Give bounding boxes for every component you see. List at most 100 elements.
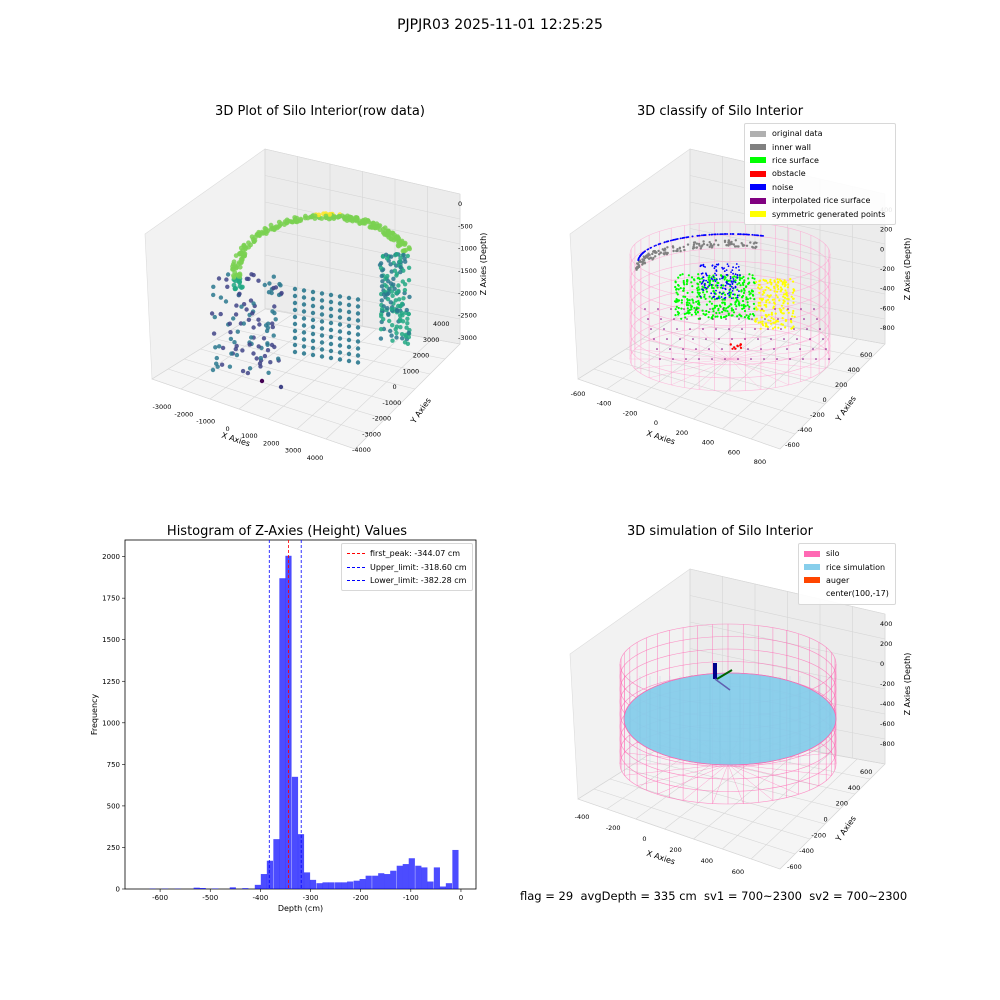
cls-point-wall — [686, 243, 690, 246]
cls-gridline — [779, 343, 886, 450]
cls-point-surface — [724, 276, 727, 279]
cls-point-symmetric — [765, 305, 768, 308]
raw-point — [239, 285, 244, 290]
hist-bar — [328, 882, 335, 889]
cls-point-surface — [698, 288, 701, 291]
raw-point — [233, 346, 238, 352]
cls-point-noise — [715, 270, 718, 272]
cls-point-noise — [721, 287, 724, 290]
raw-point — [391, 282, 396, 287]
cls-point-interp — [767, 328, 769, 330]
cls-point-noise — [640, 253, 643, 255]
cls-point-symmetric — [777, 288, 780, 291]
cls-point-surface — [716, 281, 719, 284]
cls-point-wall — [682, 245, 685, 249]
cls-point-wall — [741, 243, 744, 246]
cls-point-symmetric — [775, 283, 778, 286]
cls-point-surface — [686, 291, 689, 294]
cls-point-surface — [715, 311, 718, 315]
raw-point — [355, 311, 361, 316]
cls-point-surface — [726, 310, 729, 313]
simulation-3d-plot[interactable]: -400-2000200400600-600-400-2000200400600… — [560, 524, 940, 884]
hist-bar — [322, 882, 329, 889]
legend-entry: obstacle — [750, 167, 890, 180]
raw-point — [276, 356, 281, 361]
raw-point — [346, 295, 352, 301]
cls-point-noise — [739, 274, 741, 277]
cls-point-symmetric — [769, 288, 772, 291]
raw-point — [396, 288, 401, 294]
cls-point-interp — [813, 308, 815, 310]
cls-point-surface — [692, 301, 695, 304]
raw-point — [337, 343, 343, 348]
cls-point-interp — [744, 338, 746, 340]
cls-point-surface — [716, 315, 719, 318]
histogram-chart[interactable]: -600 -500 -400 -300 -200 -100 0 0 250 500 750 1000 1… — [80, 524, 500, 924]
cls-point-interp — [773, 348, 775, 350]
raw-point — [346, 351, 352, 357]
raw-point — [401, 252, 406, 258]
cls-point-symmetric — [772, 318, 775, 321]
raw-3d-plot[interactable]: -3000-2000-100001000200030004000-4000-30… — [140, 104, 500, 464]
cls-point-interp — [669, 348, 671, 350]
cls-point-wall — [678, 247, 682, 250]
raw-point — [384, 284, 389, 289]
raw-gridline — [200, 348, 401, 405]
cls-point-surface — [677, 284, 680, 287]
raw-point — [254, 356, 259, 361]
raw-point — [256, 317, 261, 322]
legend-label: first_peak: -344.07 cm — [370, 549, 461, 559]
sim-xtick-label: -200 — [606, 824, 621, 832]
cls-point-symmetric — [763, 279, 766, 282]
raw-ytick-label: -2000 — [372, 415, 391, 423]
raw-point — [393, 298, 398, 303]
cls-point-noise — [674, 238, 677, 241]
cls-point-wall — [652, 256, 655, 260]
cls-point-surface — [676, 293, 679, 296]
cls-point-symmetric — [787, 283, 790, 286]
sim-ytick-label: 0 — [824, 816, 828, 824]
cls-point-interp — [760, 348, 762, 350]
cls-point-wall — [735, 245, 739, 248]
raw-point — [346, 330, 352, 336]
cls-point-noise — [672, 239, 675, 241]
classify-3d-plot[interactable]: -600-400-2000200400600800-600-400-200020… — [560, 104, 940, 464]
cls-point-wall — [698, 244, 701, 247]
legend-entry: auger — [804, 574, 890, 587]
raw-xtick-label: 1000 — [241, 432, 258, 440]
raw-point — [343, 216, 349, 222]
raw-point — [355, 353, 361, 358]
raw-point — [265, 348, 271, 353]
raw-xtick-label: 3000 — [285, 447, 302, 455]
cls-point-surface — [697, 301, 701, 304]
cls-ytick-label: 400 — [848, 366, 860, 374]
cls-point-noise — [727, 283, 730, 285]
cls-point-surface — [743, 279, 746, 282]
cls-point-surface — [725, 307, 728, 310]
cls-point-wall — [754, 245, 758, 249]
cls-point-noise — [705, 287, 708, 290]
cls-point-noise — [726, 281, 728, 283]
raw-point — [278, 221, 284, 227]
raw-xtick-label: -1000 — [196, 418, 215, 426]
raw-point — [230, 264, 235, 269]
cls-point-noise — [737, 233, 739, 236]
cls-point-wall — [649, 256, 652, 259]
raw-point — [272, 310, 277, 316]
simulation-legend: silo rice simulation auger center(100,-17) — [798, 543, 896, 605]
cls-point-interp — [780, 328, 782, 330]
raw-point — [406, 278, 412, 283]
cls-point-symmetric — [755, 306, 758, 309]
hist-bar — [433, 867, 440, 889]
cls-silo-spoke — [729, 328, 762, 360]
cls-point-symmetric — [784, 293, 787, 296]
cls-point-symmetric — [784, 289, 787, 292]
cls-point-wall — [734, 239, 737, 242]
cls-point-interp — [686, 318, 688, 320]
cls-point-wall — [643, 256, 647, 260]
auger-shaft — [713, 663, 717, 679]
cls-point-wall — [754, 241, 757, 244]
cls-silo-spoke — [671, 358, 731, 386]
cls-point-surface — [748, 273, 751, 276]
cls-point-noise — [730, 281, 733, 283]
